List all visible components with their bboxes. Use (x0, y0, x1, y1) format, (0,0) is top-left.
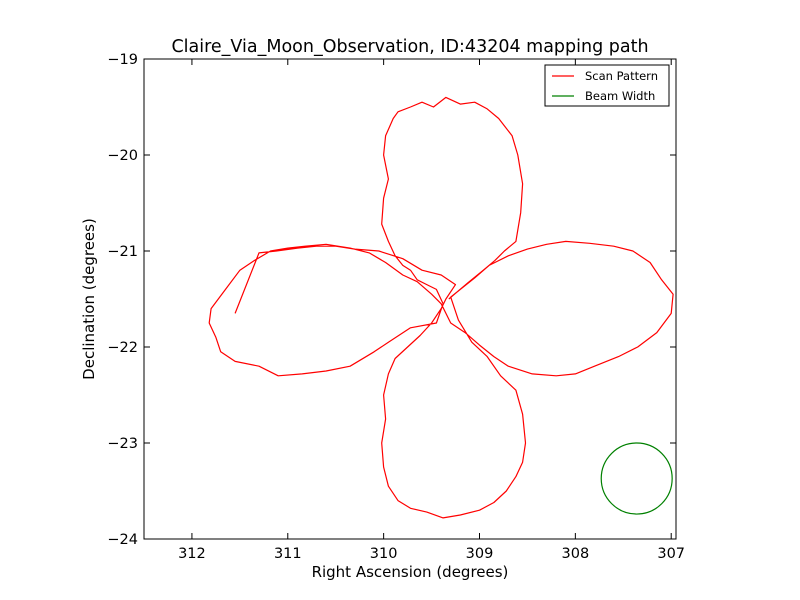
x-ticks: 312 311 310 309 308 307 (178, 59, 685, 562)
x-tick-label: 307 (657, 546, 685, 562)
y-axis-label: Declination (degrees) (80, 218, 98, 380)
legend: Scan Pattern Beam Width (544, 64, 670, 107)
y-ticks: −19 −20 −21 −22 −23 −24 (107, 52, 676, 548)
y-tick-label: −21 (107, 244, 138, 260)
legend-label-scan-pattern: Scan Pattern (585, 69, 658, 83)
beam-width-circle (600, 442, 673, 515)
y-tick-label: −19 (107, 52, 138, 68)
y-tick-label: −22 (107, 340, 138, 356)
x-tick-label: 310 (370, 546, 398, 562)
y-tick-label: −20 (107, 148, 138, 164)
plot-frame (143, 58, 677, 540)
x-axis-label: Right Ascension (degrees) (312, 563, 509, 581)
scan-pattern-line (208, 96, 674, 519)
y-tick-label: −23 (107, 436, 138, 452)
x-tick-label: 309 (466, 546, 494, 562)
legend-box (544, 64, 670, 107)
x-tick-label: 312 (178, 546, 206, 562)
plot-background (144, 59, 676, 539)
x-tick-label: 308 (562, 546, 590, 562)
chart-title: Claire_Via_Moon_Observation, ID:43204 ma… (171, 37, 648, 57)
x-tick-label: 311 (274, 546, 302, 562)
plot-area: 312 311 310 309 308 307 −19 −20 −21 −22 −23 −24 (107, 52, 685, 562)
series-layer (208, 96, 674, 519)
y-tick-label: −24 (107, 532, 138, 548)
legend-label-beam-width: Beam Width (585, 89, 655, 103)
